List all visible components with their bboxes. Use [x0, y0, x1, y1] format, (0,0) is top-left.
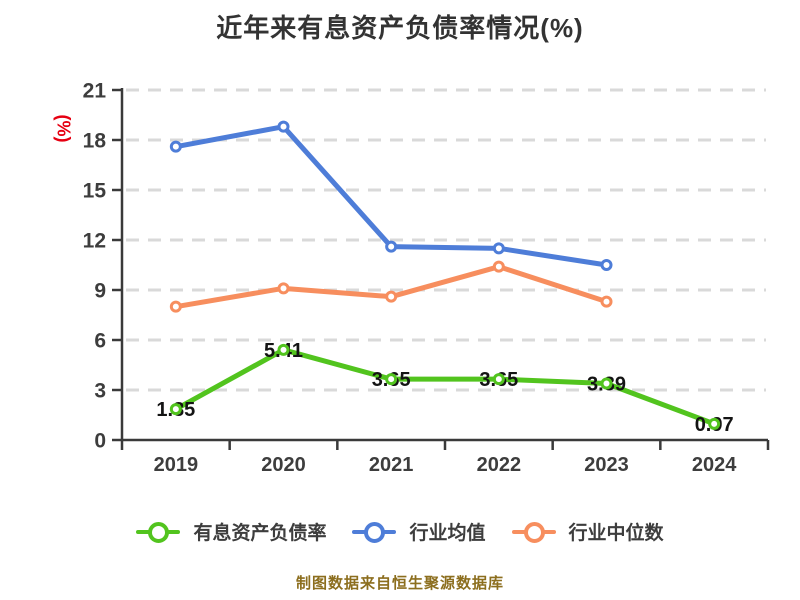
- legend-dot-icon: [364, 521, 386, 543]
- series-line: [173, 347, 717, 427]
- data-point-marker[interactable]: [169, 300, 182, 313]
- data-point-marker[interactable]: [169, 140, 182, 153]
- data-point-marker[interactable]: [277, 120, 290, 133]
- x-tick-label: 2020: [261, 454, 306, 476]
- y-tick-label: 9: [94, 280, 106, 303]
- legend-item-loan-ratio[interactable]: 有息资产负债率: [136, 518, 326, 545]
- y-tick-label: 3: [94, 380, 106, 403]
- data-point-marker[interactable]: [600, 259, 613, 271]
- data-point-marker[interactable]: [169, 403, 182, 416]
- x-tick-label: 2021: [369, 454, 414, 476]
- data-point-marker[interactable]: [708, 417, 721, 430]
- x-tick-label: 2023: [584, 454, 629, 476]
- data-point-marker[interactable]: [600, 295, 613, 308]
- data-point-marker[interactable]: [492, 242, 505, 255]
- legend-dot-icon: [148, 521, 170, 543]
- x-tick-label: 2022: [477, 454, 522, 476]
- data-point-marker[interactable]: [385, 373, 398, 386]
- data-point-marker[interactable]: [277, 343, 290, 356]
- y-tick-label: 12: [83, 230, 106, 253]
- legend-item-industry-mean[interactable]: 行业均值: [352, 518, 486, 545]
- y-tick-label: 21: [83, 80, 107, 103]
- legend-label-industry-mean: 行业均值: [409, 523, 486, 544]
- data-point-marker[interactable]: [492, 373, 505, 386]
- y-tick-label: 0: [94, 430, 106, 453]
- data-point-marker[interactable]: [600, 377, 613, 390]
- legend-label-loan-ratio: 有息资产负债率: [193, 523, 327, 544]
- y-tick-label: 15: [83, 180, 107, 203]
- legend-dot-icon: [523, 521, 545, 543]
- legend-item-industry-median[interactable]: 行业中位数: [511, 518, 664, 545]
- line-marker-icon: [511, 521, 556, 543]
- line-marker-icon: [352, 521, 397, 543]
- legend: 有息资产负债率 行业均值 行业中位数: [0, 518, 800, 545]
- x-tick-label: 2024: [692, 454, 737, 476]
- chart-title: 近年来有息资产负债率情况(%): [216, 13, 584, 43]
- data-source-footer: 制图数据来自恒生聚源数据库: [295, 575, 504, 592]
- y-tick-label: 18: [83, 130, 107, 153]
- legend-label-industry-median: 行业中位数: [568, 523, 664, 544]
- data-point-marker[interactable]: [385, 290, 398, 303]
- line-marker-icon: [136, 521, 181, 543]
- x-tick-label: 2019: [154, 454, 199, 476]
- y-tick-label: 6: [94, 330, 106, 353]
- data-point-marker[interactable]: [492, 260, 505, 273]
- data-point-marker[interactable]: [277, 282, 290, 295]
- data-point-marker[interactable]: [385, 240, 398, 253]
